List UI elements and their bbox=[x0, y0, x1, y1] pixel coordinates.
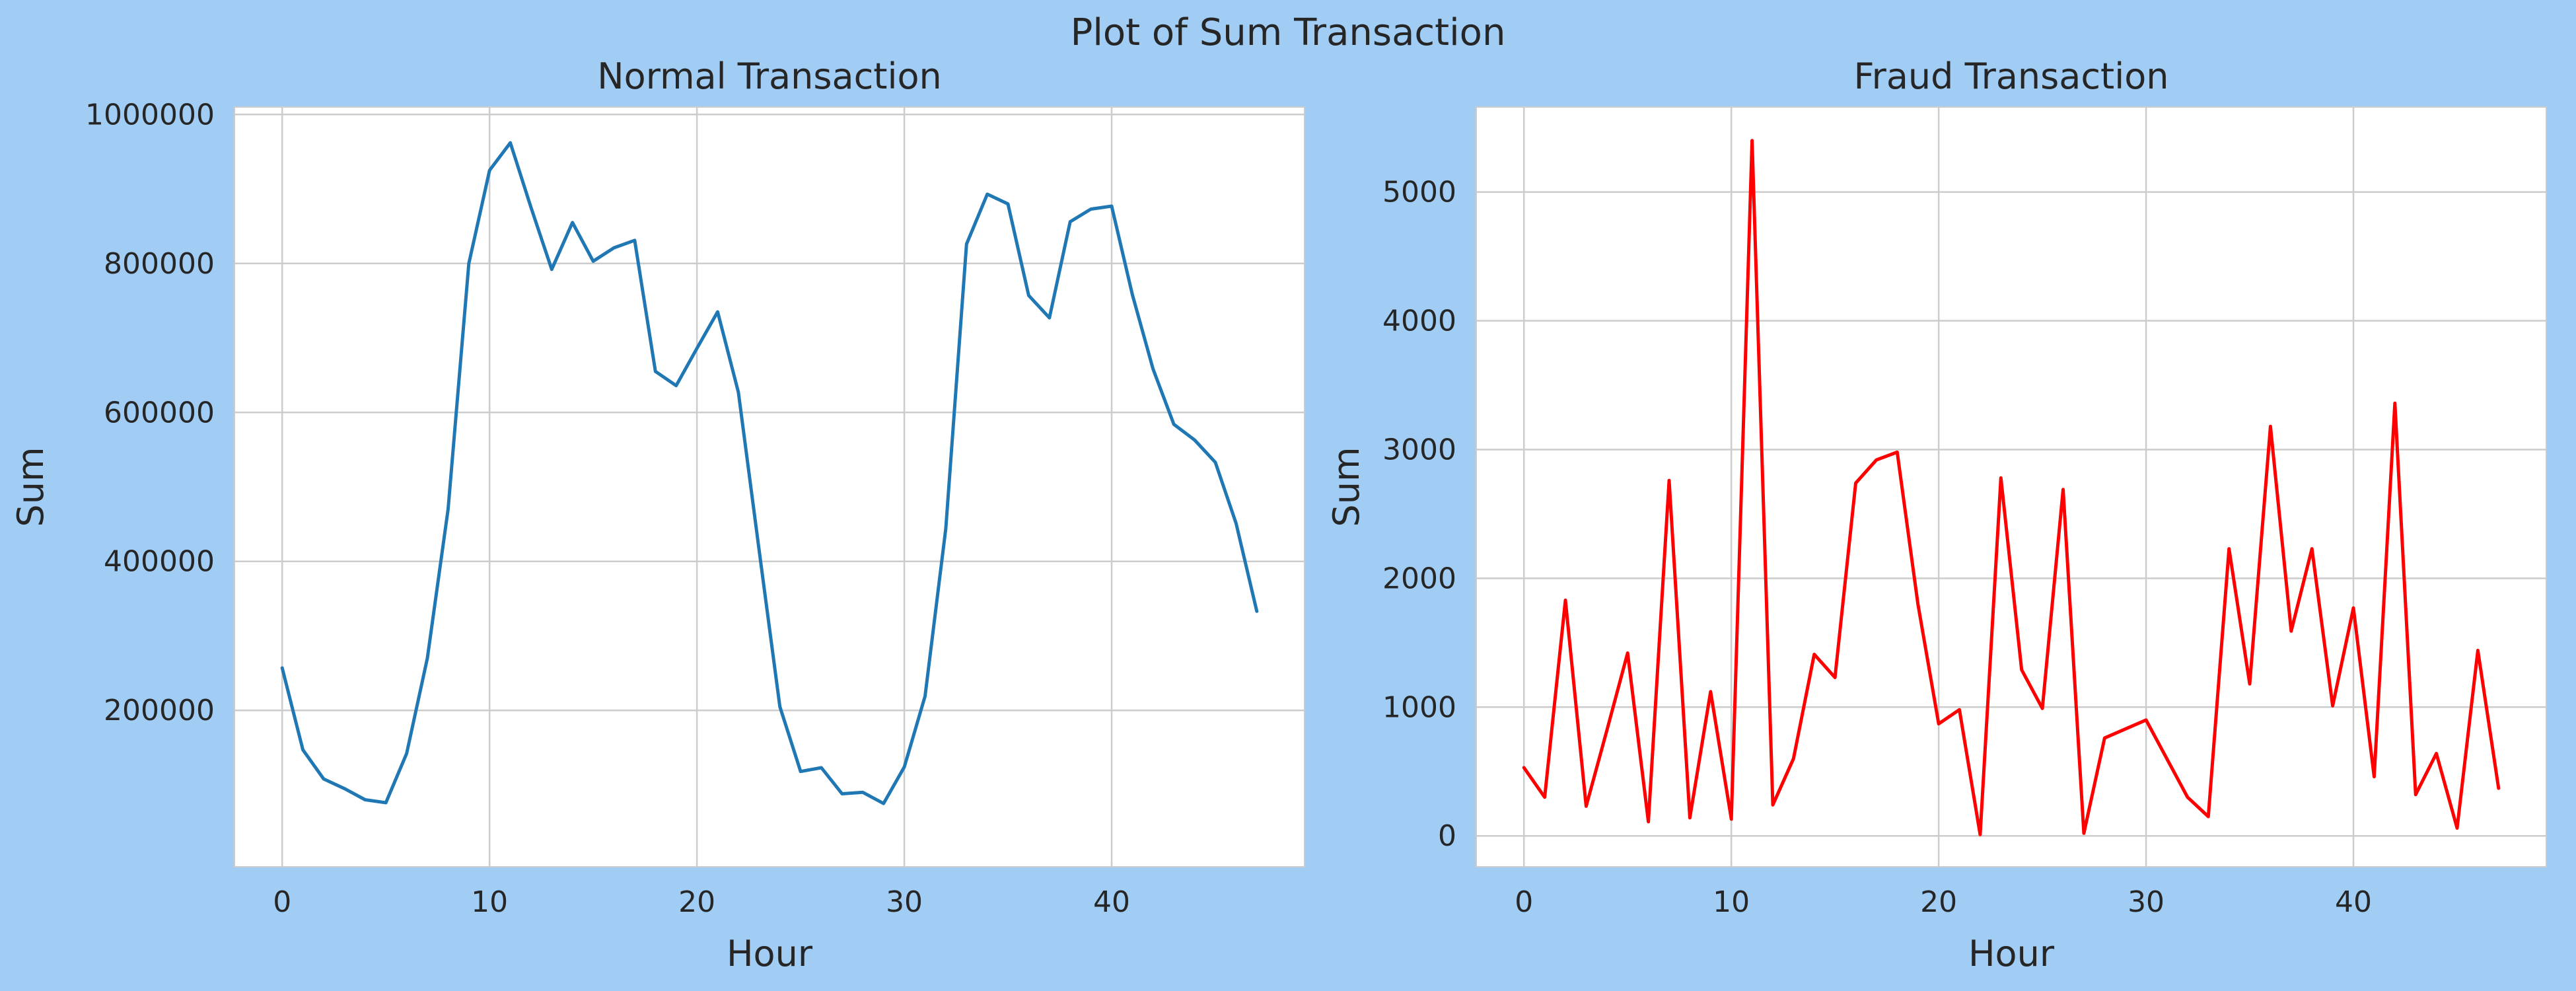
fraud-y-tick-label: 3000 bbox=[1382, 433, 1456, 466]
normal-y-tick-label: 800000 bbox=[104, 247, 215, 281]
figure-suptitle: Plot of Sum Transaction bbox=[1071, 11, 1506, 54]
fraud-x-tick-label: 30 bbox=[2128, 885, 2165, 919]
normal-gridlines bbox=[234, 107, 1305, 867]
fraud-x-tick-label: 40 bbox=[2335, 885, 2372, 919]
fraud-y-tick-label: 5000 bbox=[1382, 176, 1456, 209]
fraud-chart-title: Fraud Transaction bbox=[1853, 55, 2168, 97]
normal-y-tick-label: 200000 bbox=[104, 694, 215, 727]
normal-transaction-chart: 0 10 20 30 40 200000 400000 600000 800000 1000000… bbox=[10, 55, 1305, 974]
normal-x-axis-label: Hour bbox=[727, 933, 813, 974]
normal-x-tick-label: 20 bbox=[678, 885, 715, 919]
fraud-x-tick-label: 0 bbox=[1515, 885, 1533, 919]
fraud-x-tick-label: 10 bbox=[1713, 885, 1750, 919]
fraud-y-axis-label: Sum bbox=[1326, 447, 1367, 527]
fraud-y-tick-label: 2000 bbox=[1382, 562, 1456, 595]
normal-x-tick-label: 40 bbox=[1093, 885, 1130, 919]
normal-series-line bbox=[280, 141, 1259, 805]
normal-y-axis-label: Sum bbox=[10, 447, 52, 527]
fraud-series-line bbox=[1522, 139, 2501, 836]
fraud-x-tick-label: 20 bbox=[1920, 885, 1957, 919]
normal-y-tick-label: 1000000 bbox=[85, 98, 215, 131]
normal-chart-title: Normal Transaction bbox=[597, 55, 941, 97]
fraud-y-tick-label: 0 bbox=[1438, 819, 1456, 853]
fraud-y-tick-label: 4000 bbox=[1382, 305, 1456, 338]
fraud-plot-area bbox=[1476, 106, 2547, 867]
normal-x-tick-label: 30 bbox=[886, 885, 923, 919]
fraud-transaction-chart: 0 10 20 30 40 0 1000 2000 3000 4000 5000 Fraud Tran… bbox=[1326, 55, 2547, 974]
normal-y-tick-label: 400000 bbox=[104, 545, 215, 579]
fraud-x-axis-label: Hour bbox=[1968, 933, 2055, 974]
normal-x-tick-label: 10 bbox=[471, 885, 508, 919]
normal-x-tick-label: 0 bbox=[273, 885, 291, 919]
fraud-y-tick-label: 1000 bbox=[1382, 690, 1456, 724]
normal-y-tick-label: 600000 bbox=[104, 396, 215, 429]
normal-plot-area bbox=[234, 106, 1305, 867]
